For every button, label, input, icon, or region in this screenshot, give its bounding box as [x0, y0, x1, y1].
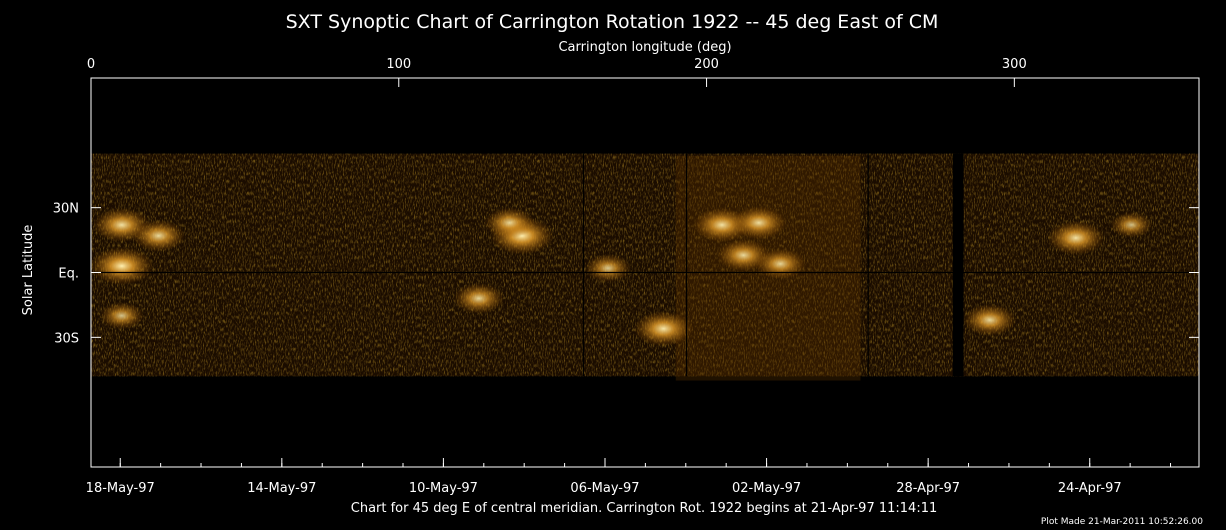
bottom-axis: 18-May-97 14-May-97 10-May-97 06-May-97 02-M… [86, 458, 1172, 496]
bright-region-2 [132, 219, 186, 252]
top-tick-label-3: 300 [1002, 57, 1027, 72]
bright-region-13 [1047, 220, 1105, 256]
y-tick-label-0: 30N [53, 202, 79, 217]
data-texture [91, 153, 1199, 377]
top-axis-label: Carrington longitude (deg) [558, 40, 731, 55]
bright-region-11 [584, 253, 632, 283]
synoptic-image [91, 153, 1199, 381]
bright-region-8 [755, 248, 806, 280]
bright-region-15 [99, 302, 144, 330]
bright-region-0 [91, 247, 154, 286]
bottom-tick-label-0: 18-May-97 [86, 481, 155, 496]
bottom-tick-label-4: 02-May-97 [732, 481, 801, 496]
y-axis-label: Solar Latitude [21, 225, 36, 316]
bottom-tick-label-5: 28-Apr-97 [896, 481, 960, 496]
y-tick-label-2: 30S [54, 331, 79, 346]
bright-region-10 [453, 283, 505, 314]
bright-region-9 [633, 310, 694, 347]
chart-marks [91, 153, 1199, 377]
bottom-tick-label-2: 10-May-97 [409, 481, 478, 496]
top-tick-label-1: 100 [386, 57, 411, 72]
y-tick-label-1: Eq. [58, 267, 79, 282]
bright-region-6 [731, 206, 787, 240]
bright-region-4 [484, 207, 535, 239]
chart-title: SXT Synoptic Chart of Carrington Rotatio… [286, 11, 939, 33]
bottom-tick-label-3: 06-May-97 [570, 481, 639, 496]
top-axis: 0 100 200 300 [87, 57, 1027, 87]
bottom-tick-label-6: 24-Apr-97 [1058, 481, 1122, 496]
y-axis: 30N Eq. 30S [53, 202, 1199, 346]
bright-region-12 [963, 304, 1017, 337]
data-gap-0 [952, 153, 964, 377]
plot-made-stamp: Plot Made 21-Mar-2011 10:52:26.00 [1041, 517, 1203, 527]
bright-region-14 [1110, 211, 1153, 238]
top-tick-label-2: 200 [694, 57, 719, 72]
footer-caption: Chart for 45 deg E of central meridian. … [351, 501, 938, 516]
bottom-tick-label-1: 14-May-97 [247, 481, 316, 496]
top-tick-label-0: 0 [87, 57, 95, 72]
